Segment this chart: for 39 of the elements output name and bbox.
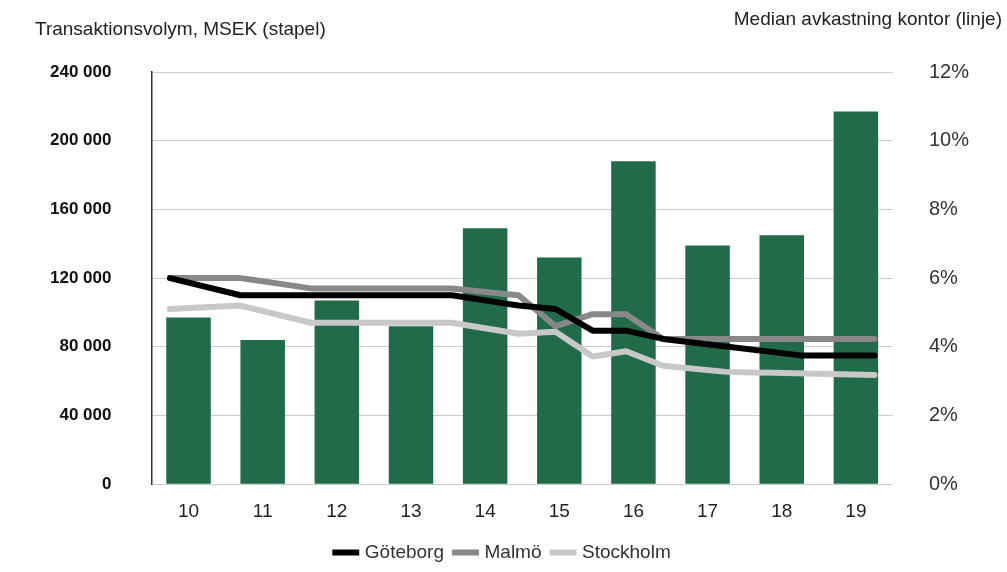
y2-tick-label: 0% bbox=[928, 471, 959, 494]
bar bbox=[166, 317, 211, 484]
legend-label: Stockholm bbox=[582, 540, 671, 562]
x-tick-label: 15 bbox=[548, 499, 570, 521]
bar bbox=[685, 245, 730, 484]
y2-tick-label: 12% bbox=[928, 59, 970, 82]
legend-label: Göteborg bbox=[364, 540, 445, 562]
bar bbox=[462, 228, 508, 484]
bar bbox=[759, 235, 804, 484]
y2-axis-title: Median avkastning kontor (linje) bbox=[733, 8, 1002, 30]
y-tick-label: 80 000 bbox=[59, 336, 112, 356]
x-tick-label: 12 bbox=[326, 499, 348, 521]
y-tick-label: 120 000 bbox=[50, 267, 112, 287]
y-tick-label: 200 000 bbox=[50, 130, 112, 150]
y-tick-label: 0 bbox=[101, 473, 112, 493]
bar bbox=[388, 326, 434, 484]
y-axis-title: Transaktionsvolym, MSEK (stapel) bbox=[35, 18, 326, 40]
x-tick-label: 19 bbox=[845, 499, 867, 521]
bar bbox=[537, 257, 582, 484]
x-tick-label: 17 bbox=[697, 499, 719, 521]
bar bbox=[611, 161, 656, 484]
bar bbox=[833, 111, 879, 484]
y-tick-label: 40 000 bbox=[59, 405, 112, 425]
y2-tick-label: 6% bbox=[928, 265, 959, 288]
bar bbox=[314, 300, 360, 484]
x-tick-label: 13 bbox=[400, 499, 422, 521]
legend-label: Malmö bbox=[484, 540, 542, 562]
x-tick-label: 16 bbox=[622, 499, 645, 521]
y2-tick-label: 2% bbox=[928, 403, 959, 426]
y2-tick-label: 4% bbox=[928, 334, 959, 357]
x-tick-label: 10 bbox=[177, 499, 200, 521]
x-tick-label: 11 bbox=[252, 499, 273, 521]
y2-tick-label: 10% bbox=[928, 128, 970, 151]
x-tick-label: 18 bbox=[771, 499, 793, 521]
bar bbox=[240, 339, 285, 484]
y2-tick-label: 8% bbox=[928, 196, 959, 219]
x-tick-label: 14 bbox=[474, 499, 497, 521]
y-tick-label: 240 000 bbox=[50, 61, 112, 81]
y-tick-label: 160 000 bbox=[50, 199, 112, 219]
